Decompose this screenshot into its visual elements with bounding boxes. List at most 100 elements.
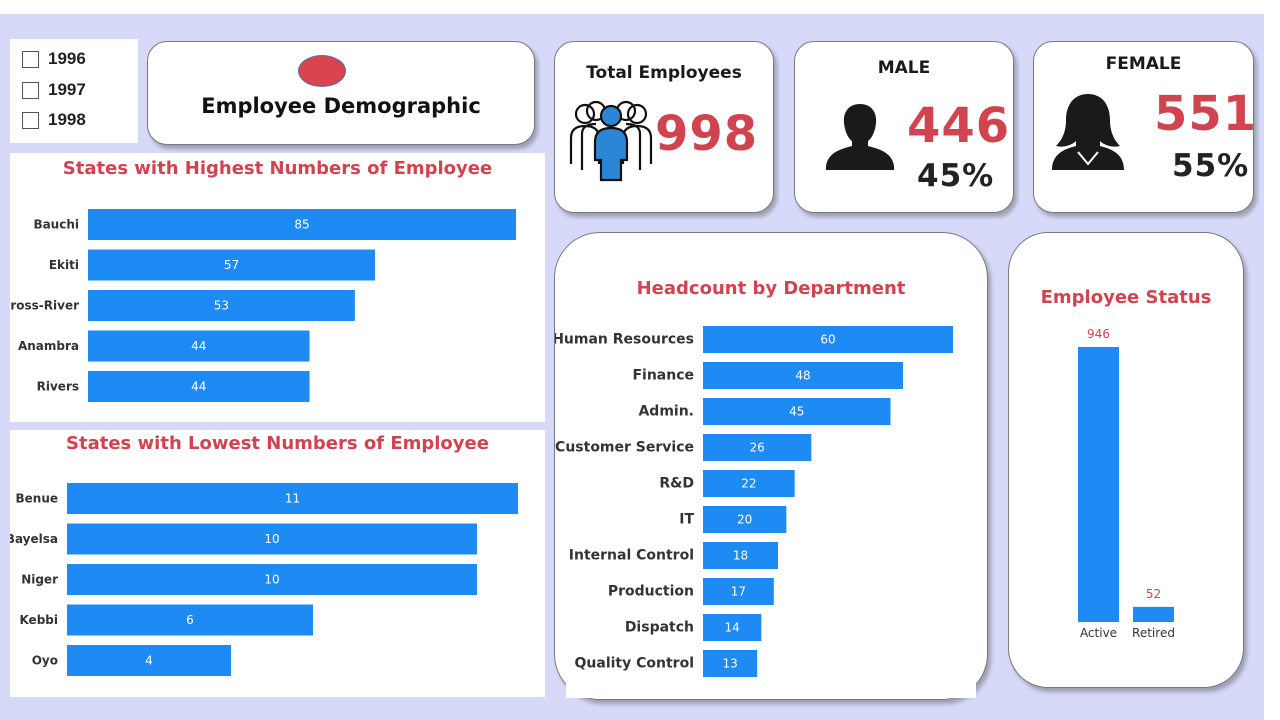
bar[interactable] (88, 209, 516, 240)
bar[interactable] (67, 604, 313, 636)
male-card: MALE 446 45% (794, 41, 1014, 213)
male-percent: 45% (917, 158, 995, 194)
bar[interactable] (703, 542, 778, 569)
bar-value-label: 4 (145, 654, 153, 668)
female-avatar-icon (1052, 94, 1124, 170)
bar[interactable] (67, 564, 477, 595)
slicer-item-1997[interactable]: 1997 (22, 79, 86, 101)
highest-states-title: States with Highest Numbers of Employee (62, 158, 493, 179)
female-card: FEMALE 551 55% (1033, 41, 1258, 213)
bar-value-label: 57 (224, 258, 239, 272)
bar[interactable] (67, 645, 231, 676)
status-card: Employee Status 946 Active 52 Retired (1008, 232, 1244, 688)
page-title: Employee Demographic (201, 94, 481, 118)
female-title: FEMALE (1105, 54, 1182, 74)
female-count: 551 (1154, 86, 1258, 142)
status-title: Employee Status (1040, 287, 1212, 308)
bar[interactable] (1133, 606, 1174, 622)
department-chart: Human Resources 60 Finance 48 Admin. 45 Custom… (555, 326, 953, 677)
bar-value-label: 45 (789, 405, 804, 419)
total-employees-card: Total Employees 998 (554, 41, 774, 213)
category-label: R&D (659, 476, 694, 492)
department-card: Headcount by Department Human Resources 6… (554, 232, 988, 700)
male-title: MALE (877, 58, 931, 78)
total-employees-value: 998 (655, 106, 759, 162)
slicer-item-1998[interactable]: 1998 (22, 109, 86, 131)
bar-value-label: 10 (264, 532, 279, 546)
category-label: Anambra (18, 339, 79, 353)
bar[interactable] (703, 470, 795, 497)
category-label: Kebbi (19, 613, 58, 627)
category-label: Internal Control (569, 548, 694, 564)
category-label: Benue (15, 492, 58, 506)
bar-value-label: 44 (191, 380, 206, 394)
bar[interactable] (703, 614, 762, 641)
bar-value-label: 20 (737, 513, 752, 527)
slicer-item-label: 1998 (48, 110, 86, 129)
bar-value-label: 18 (733, 549, 748, 563)
bar[interactable] (703, 362, 903, 389)
bar[interactable] (88, 249, 376, 281)
category-label: IT (679, 512, 694, 528)
lowest-states-chart: Benue 11 Bayelsa 10 Niger 10 Kebbi 6 Oyo 4 (10, 483, 518, 676)
people-group-icon (569, 100, 653, 182)
bar[interactable] (703, 326, 953, 353)
bar-value-label: 60 (820, 333, 835, 347)
lowest-states-panel: States with Lowest Numbers of Employee B… (10, 430, 545, 697)
bar[interactable] (88, 290, 355, 321)
bar-value-label: 6 (186, 613, 194, 627)
bar[interactable] (703, 398, 891, 425)
bar-value-label: 26 (750, 441, 765, 455)
category-label: Bauchi (33, 218, 79, 232)
female-percent: 55% (1172, 148, 1250, 184)
male-count: 446 (907, 98, 1011, 154)
checkbox-icon[interactable] (22, 50, 39, 68)
slicer-item-1996[interactable]: 1996 (22, 48, 86, 70)
bar-value-label: 14 (725, 621, 740, 635)
department-card-footer (566, 682, 976, 698)
bar-value-label: 85 (294, 218, 309, 232)
status-chart: 946 Active 52 Retired (1078, 327, 1175, 640)
category-label: Bayelsa (10, 532, 58, 546)
bar-value-label: 53 (214, 299, 229, 313)
bar[interactable] (88, 330, 310, 362)
category-label: Finance (632, 368, 694, 384)
bar-value-label: 13 (722, 657, 737, 671)
bar[interactable] (703, 578, 774, 605)
slicer-item-label: 1996 (48, 49, 86, 68)
bar-value-label: 22 (741, 477, 756, 491)
checkbox-icon[interactable] (22, 111, 39, 129)
bar[interactable] (703, 650, 758, 677)
bar[interactable] (67, 523, 477, 555)
bar[interactable] (88, 371, 310, 402)
category-label: Dispatch (625, 620, 694, 636)
lowest-states-title: States with Lowest Numbers of Employee (66, 433, 489, 454)
highest-states-chart: Bauchi 85 Ekiti 57 Cross-River 53 Anambra 44 Riv… (10, 209, 516, 402)
category-label: Rivers (37, 380, 79, 394)
category-label: Retired (1132, 626, 1175, 640)
bar-value-label: 44 (191, 339, 206, 353)
checkbox-icon[interactable] (22, 81, 39, 99)
bar-value-label: 17 (731, 585, 746, 599)
bar-value-label: 52 (1146, 587, 1161, 601)
year-slicer: 1996 1997 1998 (10, 39, 138, 143)
category-label: Cross-River (10, 299, 79, 313)
highest-states-panel: States with Highest Numbers of Employee … (10, 153, 545, 422)
logo-oval-icon (298, 55, 346, 87)
bar[interactable] (67, 483, 518, 514)
category-label: Production (608, 584, 694, 600)
category-label: Quality Control (575, 656, 694, 672)
category-label: Ekiti (49, 258, 79, 272)
department-title: Headcount by Department (636, 278, 906, 299)
bar-value-label: 48 (795, 369, 810, 383)
category-label: Admin. (638, 404, 694, 420)
bar[interactable] (1078, 347, 1119, 622)
male-avatar-icon (826, 104, 894, 170)
bar-value-label: 10 (264, 573, 279, 587)
category-label: Niger (21, 573, 58, 587)
category-label: Human Resources (555, 332, 694, 348)
bar[interactable] (703, 506, 787, 533)
slicer-item-label: 1997 (48, 80, 86, 99)
bar[interactable] (703, 434, 812, 461)
title-card: Employee Demographic (147, 41, 535, 145)
